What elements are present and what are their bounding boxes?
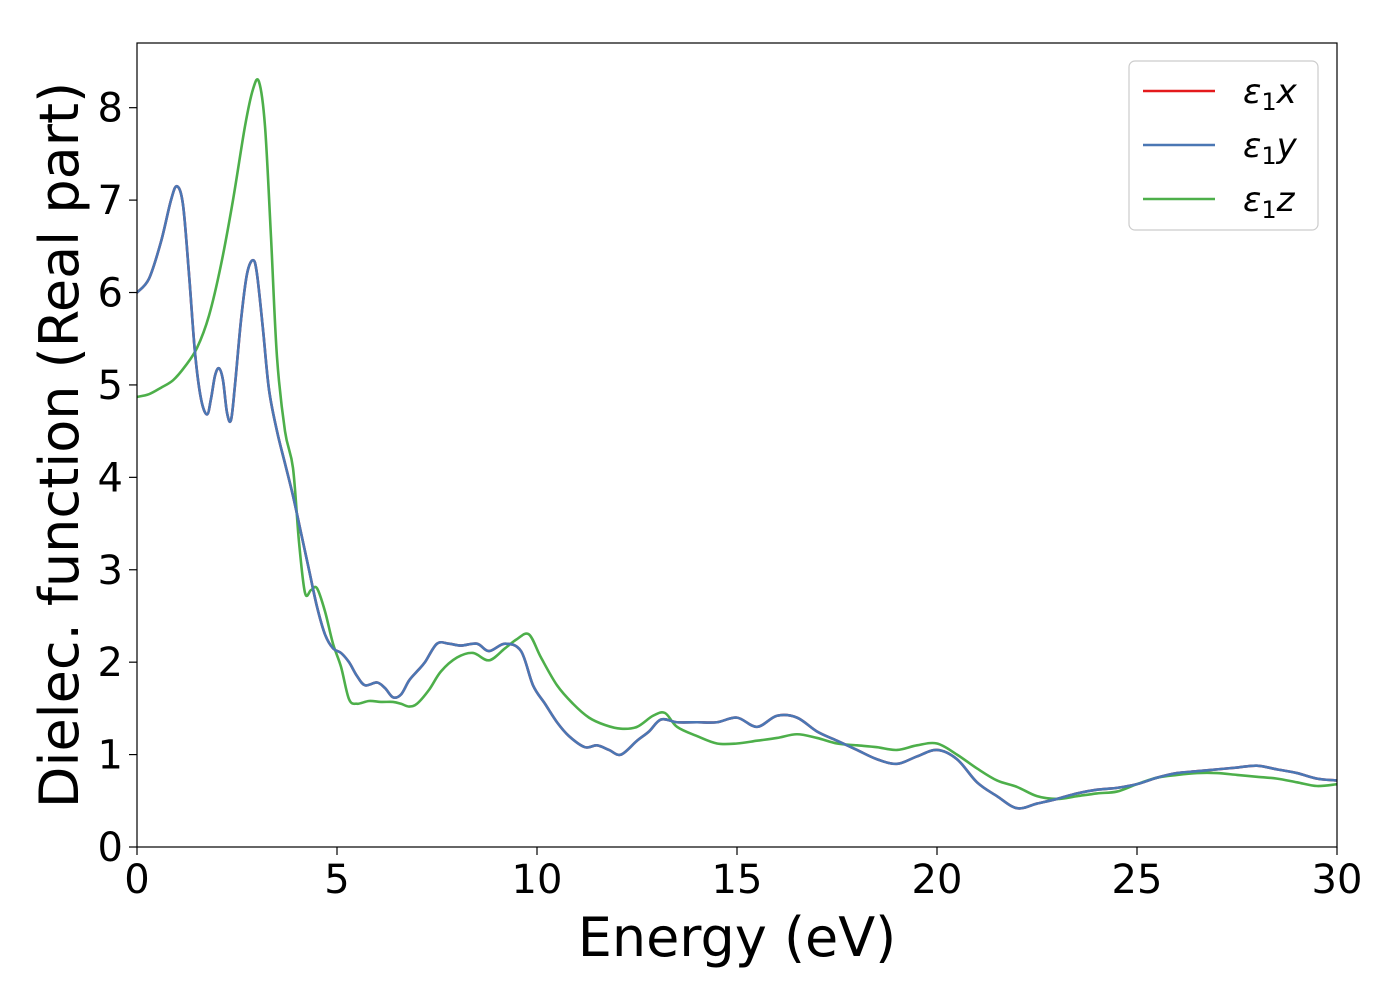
legend-box xyxy=(1128,60,1319,231)
legend-label-symbol: ε xyxy=(1243,180,1261,220)
x-tick-label: 30 xyxy=(1312,857,1363,903)
series-layer xyxy=(137,78,1337,810)
legend-label-variable: z xyxy=(1276,180,1296,220)
legend-label-subscript: 1 xyxy=(1261,88,1276,116)
y-tick-label: 1 xyxy=(98,733,123,779)
y-tick-label: 2 xyxy=(98,640,123,686)
legend-label-variable: x xyxy=(1276,72,1298,112)
legend-label-symbol: ε xyxy=(1243,72,1261,112)
legend-label-subscript: 1 xyxy=(1261,142,1276,170)
x-tick-label: 20 xyxy=(912,857,963,903)
y-tick-label: 3 xyxy=(98,548,123,594)
legend-label-symbol: ε xyxy=(1243,126,1261,166)
legend-label-z: ε1z xyxy=(1243,180,1296,224)
x-tick-label: 25 xyxy=(1112,857,1163,903)
series-line-y xyxy=(137,184,1337,810)
y-tick-label: 5 xyxy=(98,363,123,409)
y-tick-label: 6 xyxy=(98,271,123,317)
y-tick-label: 7 xyxy=(98,178,123,224)
legend-label-subscript: 1 xyxy=(1261,196,1276,224)
x-tick-label: 0 xyxy=(124,857,149,903)
x-axis-title: Energy (eV) xyxy=(578,906,897,969)
y-axis-title: Dielec. function (Real part) xyxy=(28,82,91,808)
y-tick-label: 0 xyxy=(98,825,123,871)
y-tick-label: 4 xyxy=(98,455,123,501)
y-axis: 0 1 2 3 4 5 6 7 8 xyxy=(98,86,137,871)
y-tick-label: 8 xyxy=(98,86,123,132)
x-tick-label: 15 xyxy=(712,857,763,903)
legend-label-x: ε1x xyxy=(1243,72,1298,116)
x-tick-label: 10 xyxy=(512,857,563,903)
x-tick-label: 5 xyxy=(324,857,349,903)
x-axis: 0 5 10 15 20 25 30 xyxy=(124,847,1362,903)
legend-label-y: ε1y xyxy=(1243,126,1298,170)
legend-label-variable: y xyxy=(1276,126,1298,166)
